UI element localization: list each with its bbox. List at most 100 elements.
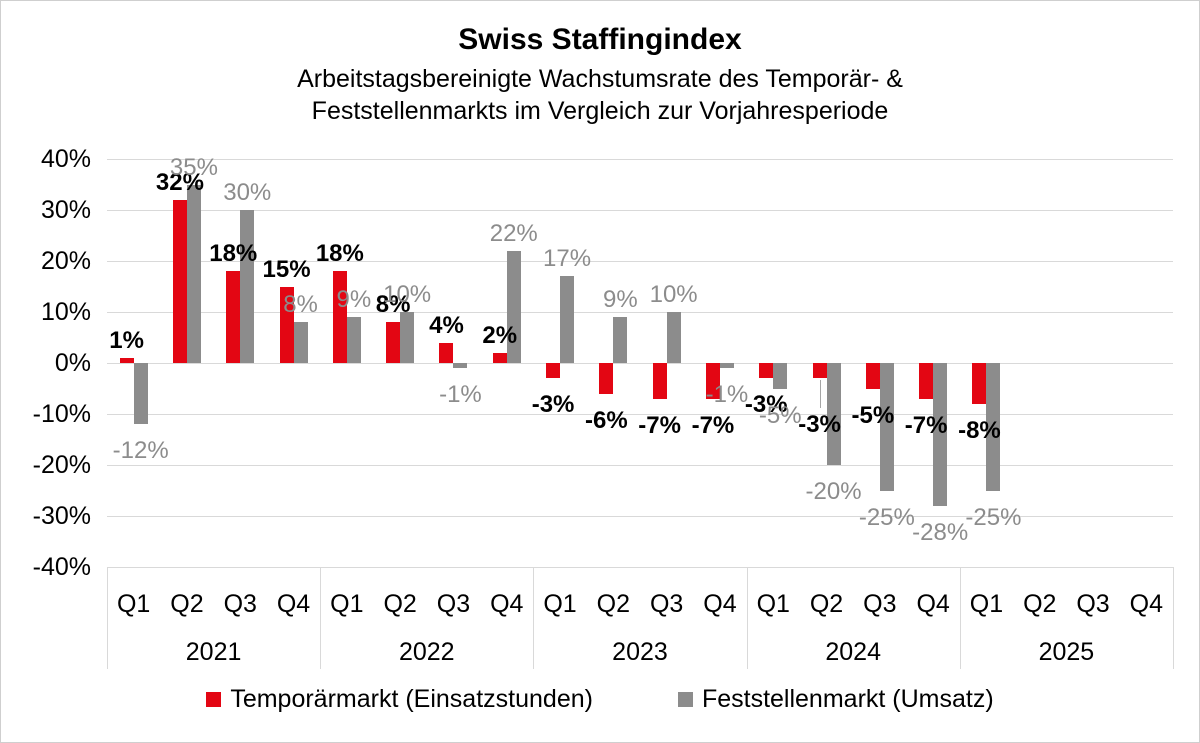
bar-temporaermarkt	[332, 271, 347, 363]
bar-feststellenmarkt	[986, 363, 1001, 491]
legend-item-feststellenmarkt: Feststellenmarkt (Umsatz)	[677, 685, 994, 714]
legend-swatch-red-icon	[206, 692, 222, 707]
x-axis-quarter-label: Q4	[1129, 590, 1164, 618]
legend: Temporärmarkt (Einsatzstunden) Feststell…	[1, 685, 1199, 714]
x-axis-group-divider	[320, 567, 322, 669]
gridline	[107, 159, 1173, 160]
x-axis-quarter-label: Q1	[543, 590, 577, 618]
bar-value-label: -7%	[904, 411, 948, 439]
chart-title: Swiss Staffingindex	[458, 23, 742, 56]
y-axis-tick-label: 10%	[40, 298, 91, 326]
x-axis-group-divider	[746, 567, 748, 669]
bar-temporaermarkt	[972, 363, 987, 404]
y-axis-tick-label: -30%	[32, 502, 91, 530]
x-axis-quarter-label: Q4	[276, 590, 311, 618]
x-axis-quarter-label: Q4	[703, 590, 737, 618]
bar-value-label: -28%	[912, 518, 969, 546]
bar-feststellenmarkt	[293, 322, 308, 363]
bar-feststellenmarkt	[400, 312, 415, 363]
bar-value-label: 30%	[223, 179, 272, 206]
x-axis-quarter-label: Q2	[809, 590, 844, 618]
bar-value-label: 10%	[383, 281, 432, 308]
x-axis-quarter-label: Q4	[916, 590, 950, 618]
bar-value-label: -25%	[858, 503, 915, 531]
x-axis-quarter-label: Q1	[116, 590, 151, 618]
bar-value-label: -25%	[965, 503, 1022, 531]
x-axis-quarter-label: Q2	[170, 590, 204, 618]
x-axis-quarter-label: Q1	[969, 590, 1004, 618]
bar-value-label: 2%	[482, 321, 518, 349]
bar-temporaermarkt	[705, 363, 720, 399]
bar-value-label: 35%	[169, 153, 218, 181]
bar-feststellenmarkt	[719, 363, 734, 369]
chart-subtitle-line1: Arbeitstagsbereinigte Wachstumsrate des …	[297, 65, 903, 93]
bar-value-label: -12%	[112, 437, 169, 465]
y-axis-tick-label: 30%	[40, 196, 91, 224]
x-axis-quarter-label: Q3	[1076, 590, 1110, 618]
bar-value-label: -3%	[798, 411, 841, 439]
legend-swatch-gray-icon	[677, 692, 693, 707]
gridline	[107, 261, 1173, 262]
chart-subtitle-line2: Feststellenmarkts im Vergleich zur Vorja…	[311, 97, 889, 125]
x-axis-year-label: 2025	[1038, 638, 1095, 666]
gridline	[107, 210, 1173, 211]
bar-feststellenmarkt	[453, 363, 468, 369]
bar-feststellenmarkt	[773, 363, 788, 389]
bar-value-label: -6%	[585, 406, 628, 434]
x-axis-quarter-label: Q3	[863, 590, 897, 618]
bar-value-label: -1%	[705, 381, 749, 409]
bar-value-label: 1%	[109, 326, 144, 354]
x-axis-quarter-label: Q3	[436, 590, 471, 618]
bar-value-label: -7%	[691, 411, 735, 439]
x-axis-quarter-label: Q2	[383, 590, 417, 618]
bar-value-label: 4%	[429, 311, 464, 339]
legend-item-temporaermarkt: Temporärmarkt (Einsatzstunden)	[206, 685, 593, 714]
bar-temporaermarkt	[492, 352, 507, 363]
bar-value-label: 17%	[543, 245, 592, 273]
bar-value-label: 18%	[315, 240, 364, 268]
bar-temporaermarkt	[172, 199, 187, 363]
x-axis-year-label: 2024	[825, 638, 881, 666]
y-axis-tick-label: -10%	[32, 400, 91, 428]
bar-feststellenmarkt	[826, 363, 841, 465]
gridline	[107, 414, 1173, 415]
x-axis-quarter-label: Q2	[1023, 590, 1057, 618]
bar-temporaermarkt	[226, 271, 241, 363]
bar-feststellenmarkt	[666, 312, 681, 363]
y-axis-tick-label: -20%	[32, 451, 91, 479]
bar-value-label: -7%	[638, 411, 681, 439]
bar-feststellenmarkt	[186, 184, 201, 363]
x-axis-quarter-label: Q3	[649, 590, 684, 618]
gridline	[107, 363, 1173, 364]
gridline	[107, 465, 1173, 466]
legend-label-temporaermarkt: Temporärmarkt (Einsatzstunden)	[230, 685, 593, 713]
bar-value-label: -3%	[744, 391, 788, 419]
bar-temporaermarkt	[546, 363, 561, 379]
gridline	[107, 567, 1173, 568]
x-axis-group-divider	[959, 567, 961, 669]
gridline	[107, 516, 1173, 517]
x-axis-year-label: 2021	[185, 638, 242, 666]
bar-feststellenmarkt	[560, 276, 575, 363]
bar-temporaermarkt	[119, 357, 134, 363]
x-axis-quarter-label: Q1	[330, 590, 364, 618]
x-axis-year-label: 2023	[612, 638, 668, 666]
bar-temporaermarkt	[919, 363, 934, 399]
bar-temporaermarkt	[439, 342, 454, 363]
x-axis-group-divider	[1173, 567, 1174, 669]
bar-feststellenmarkt	[506, 250, 521, 363]
bar-value-label: 8%	[375, 291, 411, 319]
x-axis-year-label: 2022	[398, 638, 455, 666]
bar-value-label: -5%	[758, 401, 802, 429]
bar-feststellenmarkt	[933, 363, 948, 506]
bar-feststellenmarkt	[613, 317, 628, 363]
x-axis-group-divider	[107, 567, 108, 669]
bar-feststellenmarkt	[879, 363, 894, 491]
bar-temporaermarkt	[279, 286, 294, 363]
y-axis-tick-label: -40%	[32, 553, 91, 581]
bar-temporaermarkt	[386, 322, 401, 363]
bar-value-label: 9%	[603, 286, 638, 314]
gridline	[107, 312, 1173, 313]
bar-value-label: -3%	[531, 391, 575, 419]
x-axis-group-divider	[533, 567, 535, 669]
